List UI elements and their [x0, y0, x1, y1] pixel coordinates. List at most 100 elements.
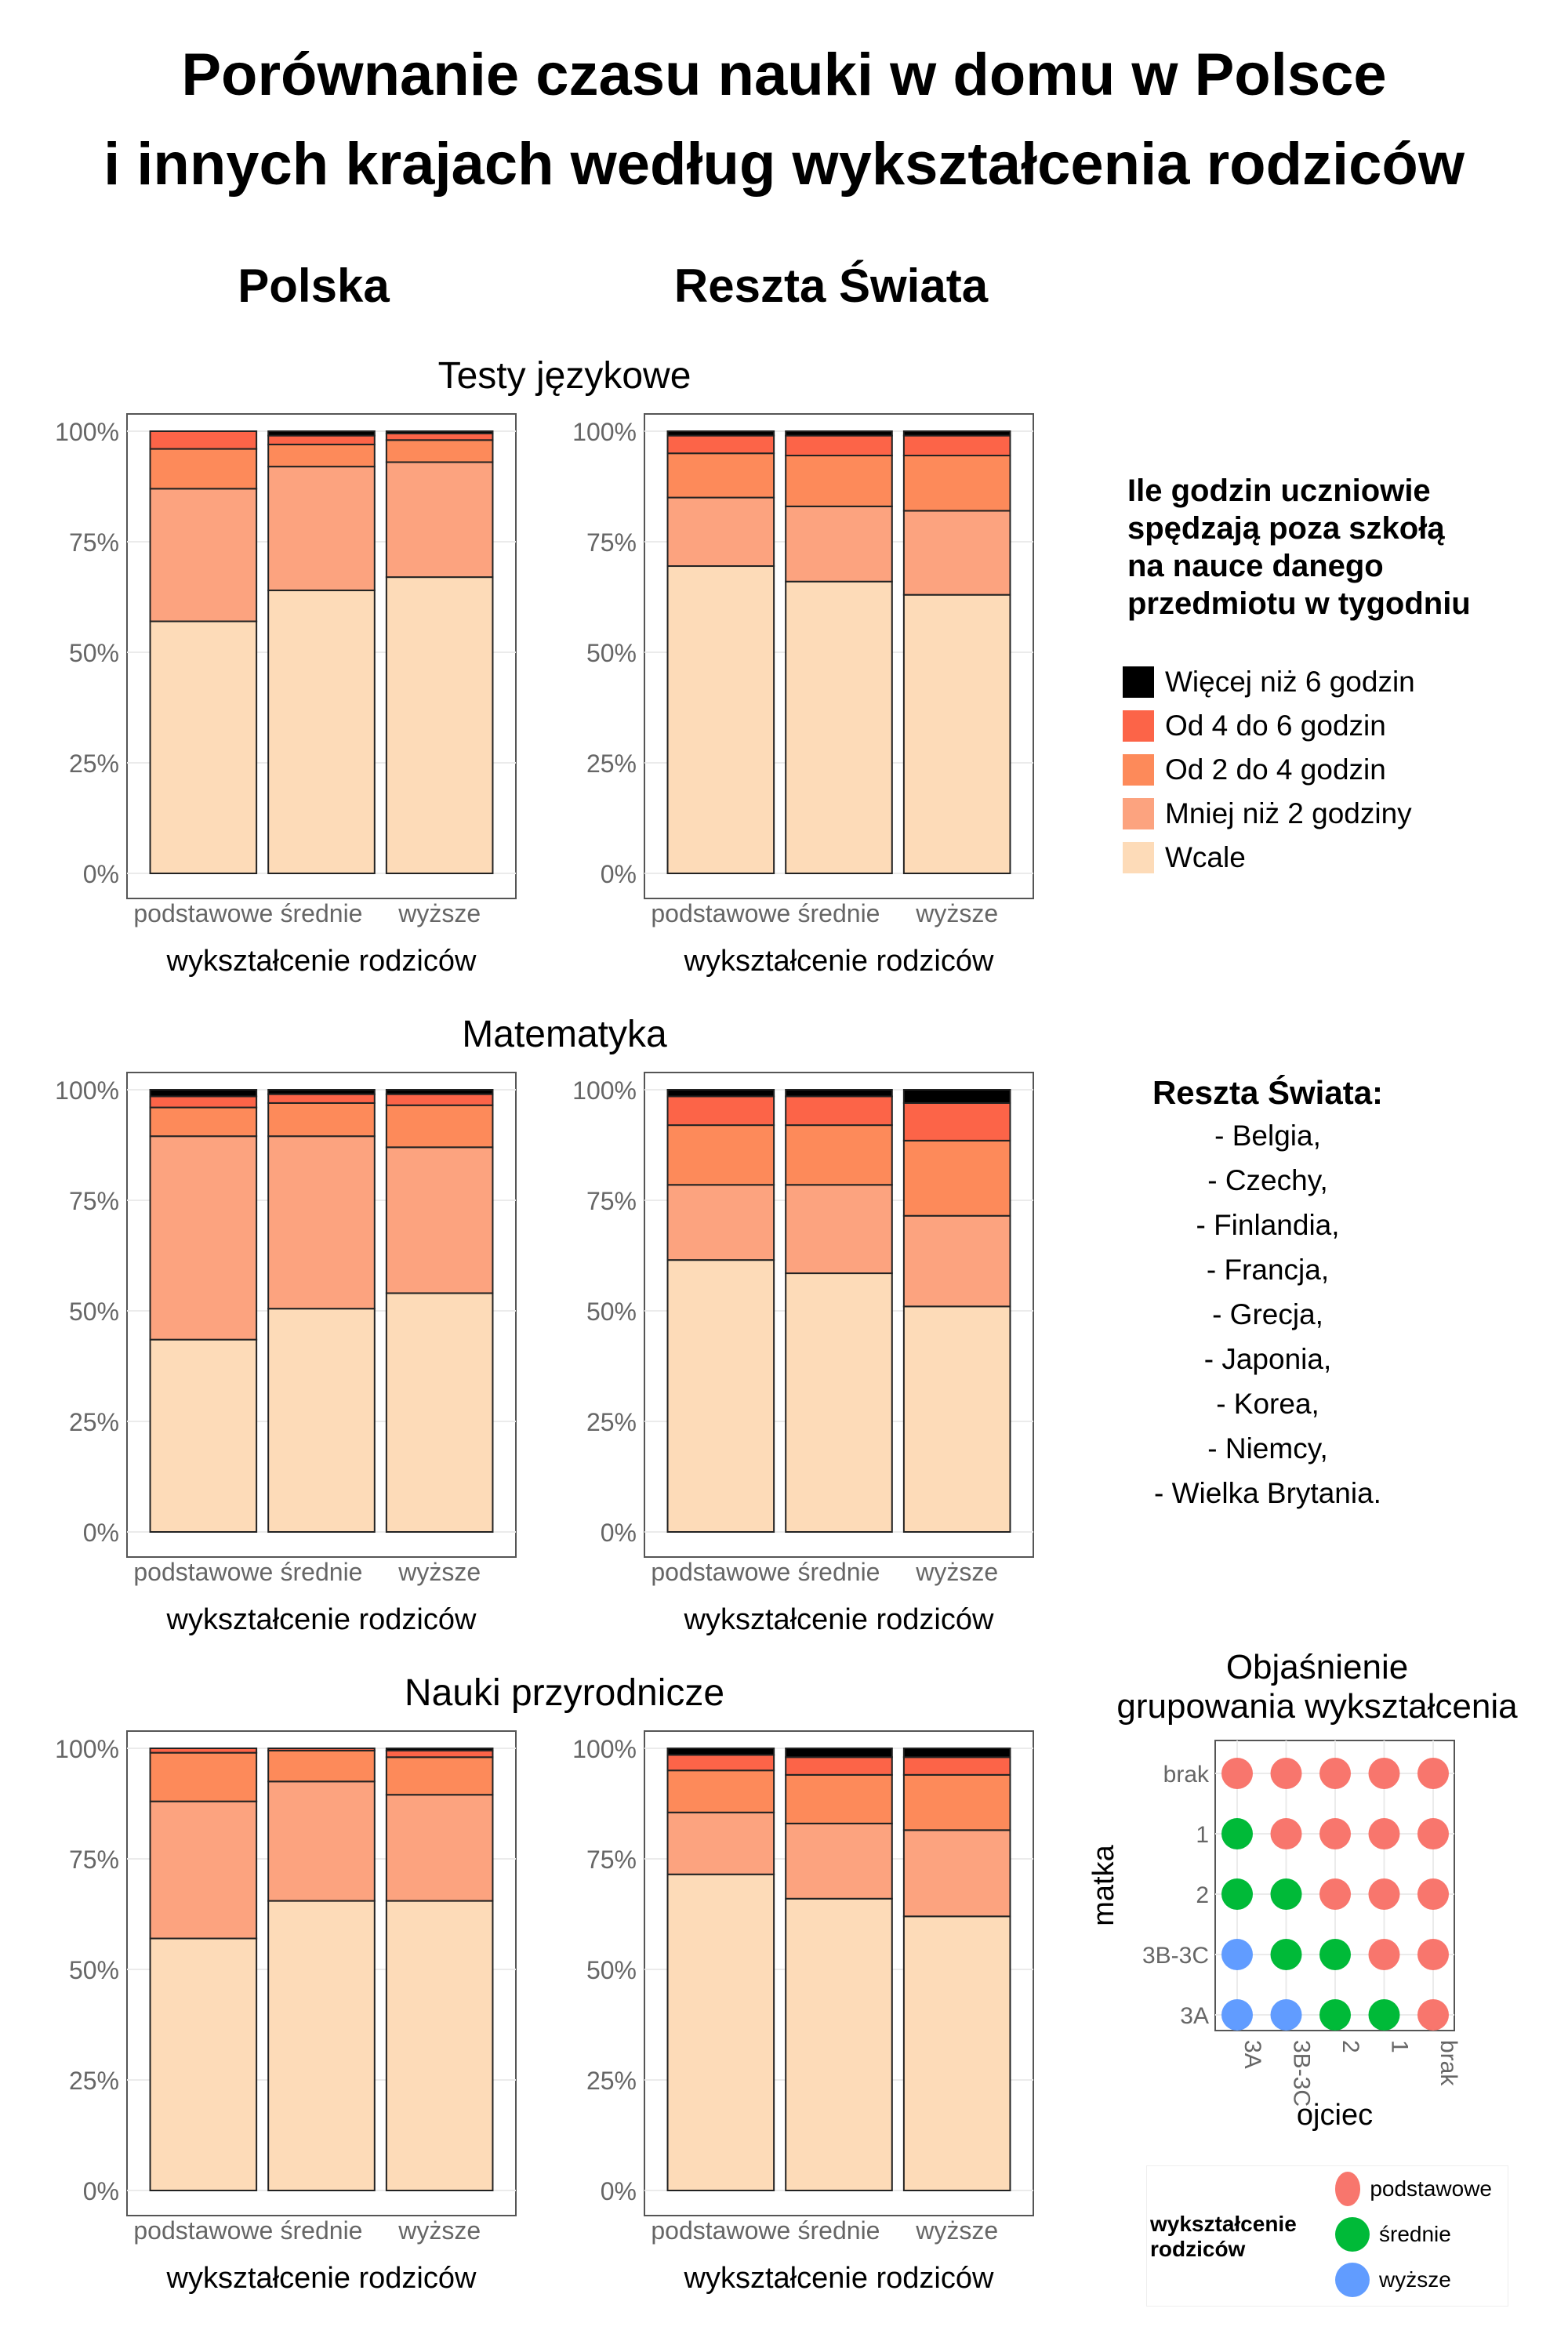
column-heading-reszta-swiata: Reszta Świata [673, 260, 989, 312]
bar-segment [902, 1773, 1011, 1831]
legend-swatch [1123, 666, 1154, 698]
y-tick-label: 25% [69, 1408, 119, 1436]
bar-segment [902, 1139, 1011, 1217]
grid-dot [1319, 1999, 1351, 2031]
bar-segment [666, 1811, 775, 1875]
x-tick-label: średnie [798, 899, 880, 927]
bar-segment [666, 565, 775, 875]
bar-segment [385, 1146, 494, 1294]
x-axis-label: wykształcenie rodziców [684, 945, 994, 978]
legend-item-none: Wcale [1123, 836, 1415, 880]
y-tick-label: 75% [586, 1846, 637, 1874]
bar-segment [666, 1095, 775, 1127]
bar-segment [666, 1184, 775, 1261]
chart-przyrodnicze-reszta-swiata: 0% 25% 50% 75% 100% podstawowe średnie wyższe wy… [572, 1730, 1034, 2295]
bar-segment [385, 439, 494, 463]
x-tick-label: podstawowe [651, 2216, 790, 2245]
grid-dot [1221, 1939, 1253, 1970]
x-tick-label: wyższe [915, 2216, 998, 2245]
grid-dot [1221, 1758, 1253, 1789]
bar-segment [785, 580, 893, 874]
education-grouping-grid: brak 1 2 3B-3C 3A 3A 3B-3C 2 1 brak matka ojciec [1087, 1740, 1461, 2132]
bar-segment [666, 430, 775, 437]
x-axis-label: wykształcenie rodziców [166, 1603, 477, 1636]
y-tick-label: 50% [69, 1956, 119, 1984]
y-tick-label: 100% [55, 418, 119, 446]
bar-segment [902, 430, 1011, 437]
bar-segment [785, 1124, 893, 1186]
row-label: 3B-3C [1142, 1943, 1209, 1969]
legend-item-less-than-2: Mniej niż 2 godziny [1123, 792, 1415, 836]
y-tick-label: 0% [601, 1519, 637, 1547]
x-axis-label: wykształcenie rodziców [166, 2262, 477, 2295]
bar-segment [785, 455, 893, 507]
explanation-title: Objaśnienie grupowania wykształcenia [1116, 1648, 1518, 1726]
legend-swatch [1123, 798, 1154, 829]
legend-item-more-than-6: Więcej niż 6 godzin [1123, 660, 1415, 704]
country-item: - Francja, [1206, 1254, 1330, 1286]
bar-segment [149, 1338, 258, 1533]
education-legend-title: wykształcenie rodziców [1150, 2212, 1297, 2261]
bar-segment [666, 1748, 775, 1756]
grid-dot [1270, 1758, 1302, 1789]
y-tick-label: 25% [69, 2067, 119, 2095]
bar-segment [385, 1794, 494, 1902]
bar-segment [666, 1769, 775, 1813]
bar-segment [902, 434, 1011, 457]
chart-matematyka-reszta-swiata: 0% 25% 50% 75% 100% podstawowe średnie wyższe wy… [572, 1072, 1034, 1636]
education-legend-label: wyższe [1379, 2267, 1451, 2292]
bar-segment [666, 452, 775, 499]
bar-segment [385, 1104, 494, 1149]
x-tick-label: średnie [281, 899, 363, 927]
grid-dot [1221, 1999, 1253, 2031]
grid-dot [1368, 1878, 1400, 1910]
grid-dot [1368, 1758, 1400, 1789]
bar-segment [666, 1754, 775, 1772]
y-tick-label: 100% [55, 1076, 119, 1105]
bar-segment [666, 1089, 775, 1098]
grid-dot [1270, 1999, 1302, 2031]
bar-segment [267, 1089, 376, 1095]
bar-segment [785, 1773, 893, 1824]
bar-segment [902, 1756, 1011, 1776]
country-item: - Japonia, [1203, 1343, 1332, 1375]
bar-segment [149, 1089, 258, 1098]
row-label: 2 [1196, 1882, 1209, 1908]
bar-segment [149, 1800, 258, 1940]
bar-segment [267, 1135, 376, 1310]
bar-segment [385, 1749, 494, 1759]
x-axis-label-ojciec: ojciec [1297, 2099, 1373, 2132]
grid-dot [1319, 1878, 1351, 1910]
legend-label: Od 2 do 4 godzin [1165, 753, 1386, 786]
bar-segment [385, 432, 494, 441]
col-label: 3A [1240, 2040, 1265, 2069]
education-legend-item: średnie [1335, 2212, 1492, 2257]
bar-segment [149, 1748, 258, 1754]
bar-segment [149, 1937, 258, 2191]
row-label: brak [1163, 1762, 1210, 1788]
y-tick-label: 50% [586, 1956, 637, 1984]
legend-label: Mniej niż 2 godziny [1165, 797, 1412, 829]
grid-dot [1270, 1878, 1302, 1910]
x-tick-label: wyższe [915, 1558, 998, 1586]
x-axis-label: wykształcenie rodziców [684, 1603, 994, 1636]
x-tick-label: średnie [798, 2216, 880, 2245]
bar-segment [785, 1272, 893, 1533]
country-item: - Belgia, [1214, 1120, 1321, 1152]
y-tick-label: 50% [69, 639, 119, 667]
grid-dot [1319, 1818, 1351, 1849]
bar-segment [666, 434, 775, 455]
bar-segment [267, 430, 376, 437]
x-tick-label: średnie [798, 1558, 880, 1586]
bar-segment [149, 620, 258, 874]
grid-dot [1319, 1939, 1351, 1970]
col-label: 1 [1387, 2040, 1413, 2053]
country-item: - Finlandia, [1196, 1209, 1340, 1241]
country-item: - Wielka Brytania. [1154, 1477, 1381, 1509]
y-tick-label: 100% [572, 1076, 637, 1105]
x-tick-label: wyższe [397, 899, 481, 927]
bar-segment [267, 1093, 376, 1104]
x-tick-label: wyższe [397, 2216, 481, 2245]
bar-segment [785, 1897, 893, 2191]
education-legend-item: wyższe [1335, 2257, 1492, 2303]
